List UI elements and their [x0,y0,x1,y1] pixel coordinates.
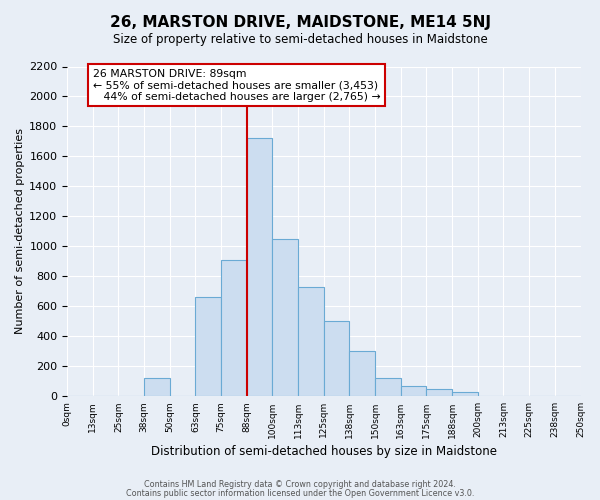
Bar [375,378,401,396]
Text: Size of property relative to semi-detached houses in Maidstone: Size of property relative to semi-detach… [113,32,487,46]
Bar [349,352,375,397]
Bar [247,138,272,396]
Bar [427,389,452,396]
Bar [272,239,298,396]
X-axis label: Distribution of semi-detached houses by size in Maidstone: Distribution of semi-detached houses by … [151,444,497,458]
Text: 26 MARSTON DRIVE: 89sqm
← 55% of semi-detached houses are smaller (3,453)
   44%: 26 MARSTON DRIVE: 89sqm ← 55% of semi-de… [93,68,380,102]
Bar [452,392,478,396]
Text: Contains public sector information licensed under the Open Government Licence v3: Contains public sector information licen… [126,488,474,498]
Bar [324,322,349,396]
Bar [196,298,221,396]
Bar [221,260,247,396]
Bar [401,386,427,396]
Text: Contains HM Land Registry data © Crown copyright and database right 2024.: Contains HM Land Registry data © Crown c… [144,480,456,489]
Bar [298,287,324,397]
Bar [144,378,170,396]
Text: 26, MARSTON DRIVE, MAIDSTONE, ME14 5NJ: 26, MARSTON DRIVE, MAIDSTONE, ME14 5NJ [110,15,491,30]
Y-axis label: Number of semi-detached properties: Number of semi-detached properties [15,128,25,334]
